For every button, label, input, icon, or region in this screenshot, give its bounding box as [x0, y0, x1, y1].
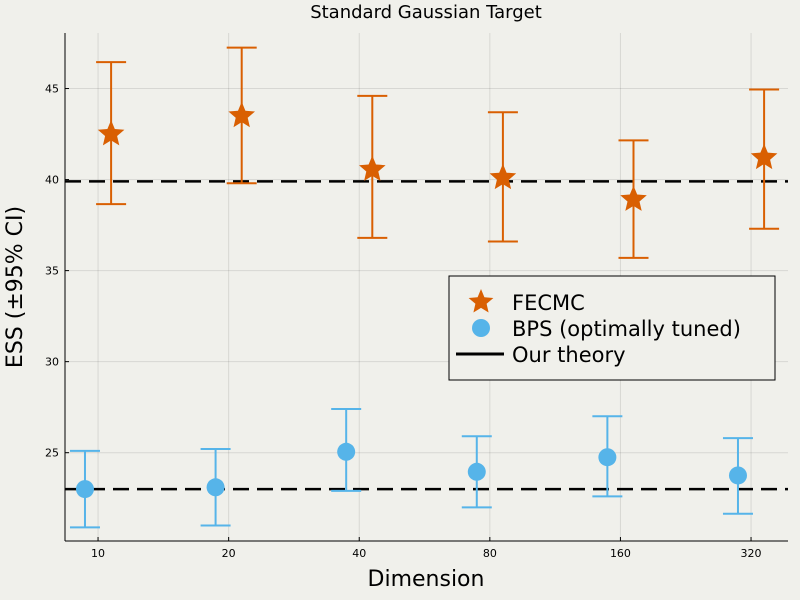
data-point [749, 88, 780, 230]
data-point [226, 46, 257, 185]
legend-label: Our theory [512, 343, 626, 367]
star-marker [359, 155, 386, 181]
star-marker [620, 185, 647, 211]
data-point [592, 415, 623, 498]
y-tick-label: 30 [45, 356, 59, 369]
star-marker [750, 143, 778, 170]
ticks: 10 20 40 80 160 320 25 30 35 40 45 [45, 83, 762, 560]
data-point [331, 407, 362, 492]
theory-lines [65, 180, 788, 491]
x-tick-label: 40 [352, 547, 366, 560]
data-marks [69, 46, 780, 529]
data-point [487, 111, 518, 243]
y-tick-label: 35 [45, 265, 59, 278]
star-marker [228, 101, 255, 128]
data-point [357, 94, 388, 239]
circle-marker [467, 462, 486, 481]
x-tick-label: 20 [222, 547, 236, 560]
star-marker [97, 120, 125, 146]
data-point [96, 61, 127, 206]
circle-marker [337, 442, 356, 461]
data-point [722, 437, 753, 515]
data-point [461, 435, 492, 509]
y-tick-label: 40 [45, 174, 59, 187]
x-tick-label: 160 [610, 547, 631, 560]
legend-label: FECMC [512, 291, 585, 315]
circle-marker [75, 480, 94, 499]
x-tick-label: 80 [483, 547, 497, 560]
circle-marker [206, 478, 225, 497]
y-axis-label: ESS (±95% CI) [3, 206, 28, 368]
x-axis-label: Dimension [368, 567, 485, 592]
circle-marker [598, 448, 617, 467]
legend-label: BPS (optimally tuned) [512, 317, 741, 341]
y-tick-label: 45 [45, 83, 59, 96]
x-tick-label: 320 [741, 547, 762, 560]
y-tick-label: 25 [45, 447, 59, 460]
star-marker [489, 163, 517, 190]
legend-box [448, 275, 776, 381]
circle-marker [728, 466, 747, 485]
data-point [200, 448, 231, 527]
legend-circle-icon [472, 319, 490, 337]
x-tick-label: 10 [91, 547, 105, 560]
data-point [618, 139, 649, 259]
chart-title: Standard Gaussian Target [310, 2, 542, 23]
legend-star-icon [468, 289, 494, 313]
data-point [69, 449, 100, 529]
